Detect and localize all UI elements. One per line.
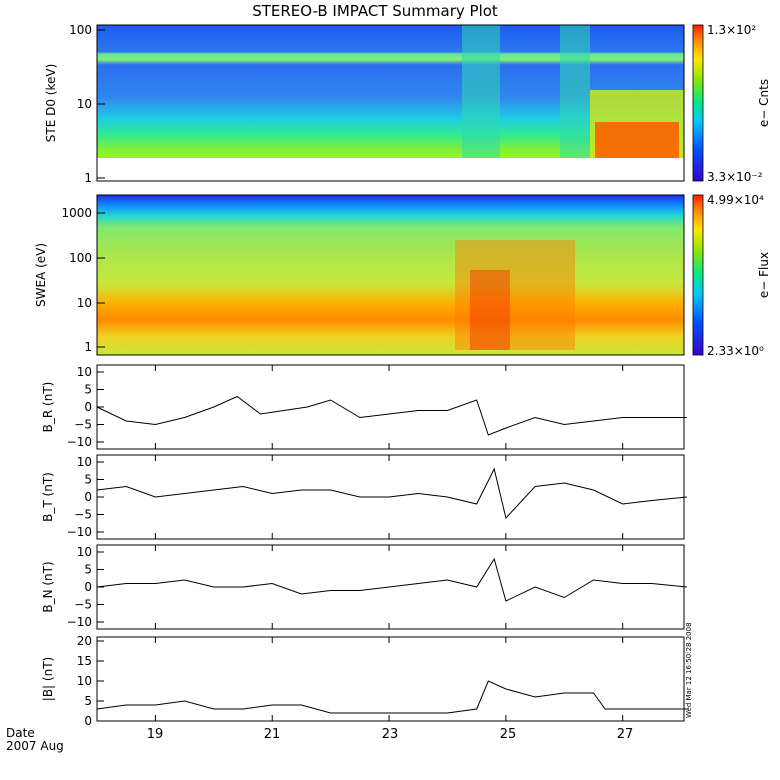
b-mag-y-tick: 0 (84, 714, 92, 728)
ste-colorbar-label: e− Cnts (757, 79, 771, 127)
b-t-series-line (96, 467, 687, 520)
swea-y-tick: 100 (69, 251, 92, 265)
swea-panel: 1 10 100 1000 SWEA (eV) (34, 194, 685, 356)
x-tick-label: 23 (382, 727, 399, 742)
x-tick-label: 21 (264, 727, 281, 742)
b-n-series-line (96, 557, 687, 602)
b-r-y-tick: −10 (67, 435, 92, 449)
swea-colorbar-scale (692, 194, 704, 356)
figure-title: STEREO-B IMPACT Summary Plot (252, 2, 498, 20)
b-mag-y-tick: 5 (84, 694, 92, 708)
b-mag-y-tick: 20 (77, 634, 92, 648)
date-label: Date (6, 726, 35, 740)
swea-y-tick: 10 (77, 296, 92, 310)
b-n-y-label: B_N (nT) (41, 561, 55, 612)
b-r-y-tick: 0 (84, 400, 92, 414)
generation-timestamp: Wed Mar 12 16:50:28 2008 (685, 622, 693, 718)
swea-spectrogram (97, 195, 684, 355)
b-t-y-tick: 10 (77, 455, 92, 469)
b-r-y-tick: 10 (77, 365, 92, 379)
ste-colorbar-min: 3.3×10⁻² (707, 170, 763, 184)
b-mag-series-line (96, 680, 687, 714)
b-r-series-line (96, 395, 687, 436)
ste-event-band (560, 25, 590, 158)
x-tick-label: 19 (147, 727, 164, 742)
b-mag-y-tick: 10 (77, 674, 92, 688)
b-t-y-tick: 0 (84, 490, 92, 504)
magnetic-field-panels: 10 5 0 −5 −10 B_R (nT) 10 5 0 −5 −10 B_T (nT) 10 5 0 −5… (41, 364, 687, 728)
swea-colorbar: 4.99×10⁴ 2.33×10⁰ e− Flux (692, 193, 771, 358)
b-n-y-tick: 5 (84, 563, 92, 577)
swea-colorbar-max: 4.99×10⁴ (707, 193, 764, 207)
swea-frame (96, 194, 685, 356)
date-month-year: 2007 Aug (6, 739, 64, 753)
ste-y-axis: 100 10 1 (69, 23, 105, 185)
swea-y-tick: 1 (84, 340, 92, 354)
b-n-y-tick: −5 (74, 598, 92, 612)
x-axis: 19 21 23 25 27 (147, 727, 634, 742)
ste-colorbar-scale (692, 24, 704, 182)
b-mag-y-label: |B| (nT) (41, 657, 55, 701)
ste-y-tick: 100 (69, 23, 92, 37)
b-n-y-tick: −10 (67, 615, 92, 629)
ste-y-tick: 10 (77, 97, 92, 111)
b-t-y-tick: 5 (84, 473, 92, 487)
ste-panel: 100 10 1 STE D0 (keV) (44, 23, 685, 185)
swea-y-label: SWEA (eV) (34, 243, 48, 307)
b-n-y-tick: 10 (77, 545, 92, 559)
ste-colorbar-max: 1.3×10² (707, 23, 756, 37)
ste-hot-region (595, 122, 679, 158)
b-r-y-tick: 5 (84, 383, 92, 397)
x-tick-label: 25 (500, 727, 517, 742)
swea-y-tick: 1000 (61, 206, 92, 220)
ste-colorbar: 1.3×10² 3.3×10⁻² e− Cnts (692, 23, 771, 184)
b-n-y-tick: 0 (84, 580, 92, 594)
ste-frame (96, 24, 685, 182)
ste-event-band (462, 25, 500, 158)
b-r-frame (96, 364, 685, 450)
x-tick-label: 27 (617, 727, 634, 742)
ste-y-tick: 1 (84, 171, 92, 185)
b-r-y-tick: −5 (74, 418, 92, 432)
b-r-y-label: B_R (nT) (41, 382, 55, 433)
b-t-y-label: B_T (nT) (41, 472, 55, 522)
b-mag-frame (96, 636, 685, 722)
b-t-y-tick: −5 (74, 508, 92, 522)
b-mag-y-tick: 15 (77, 654, 92, 668)
swea-colorbar-label: e− Flux (757, 252, 771, 298)
swea-y-axis: 1 10 100 1000 (61, 206, 105, 354)
b-t-y-tick: −10 (67, 525, 92, 539)
ste-y-label: STE D0 (keV) (44, 64, 58, 143)
swea-colorbar-min: 2.33×10⁰ (707, 344, 764, 358)
swea-event-core (470, 270, 510, 350)
